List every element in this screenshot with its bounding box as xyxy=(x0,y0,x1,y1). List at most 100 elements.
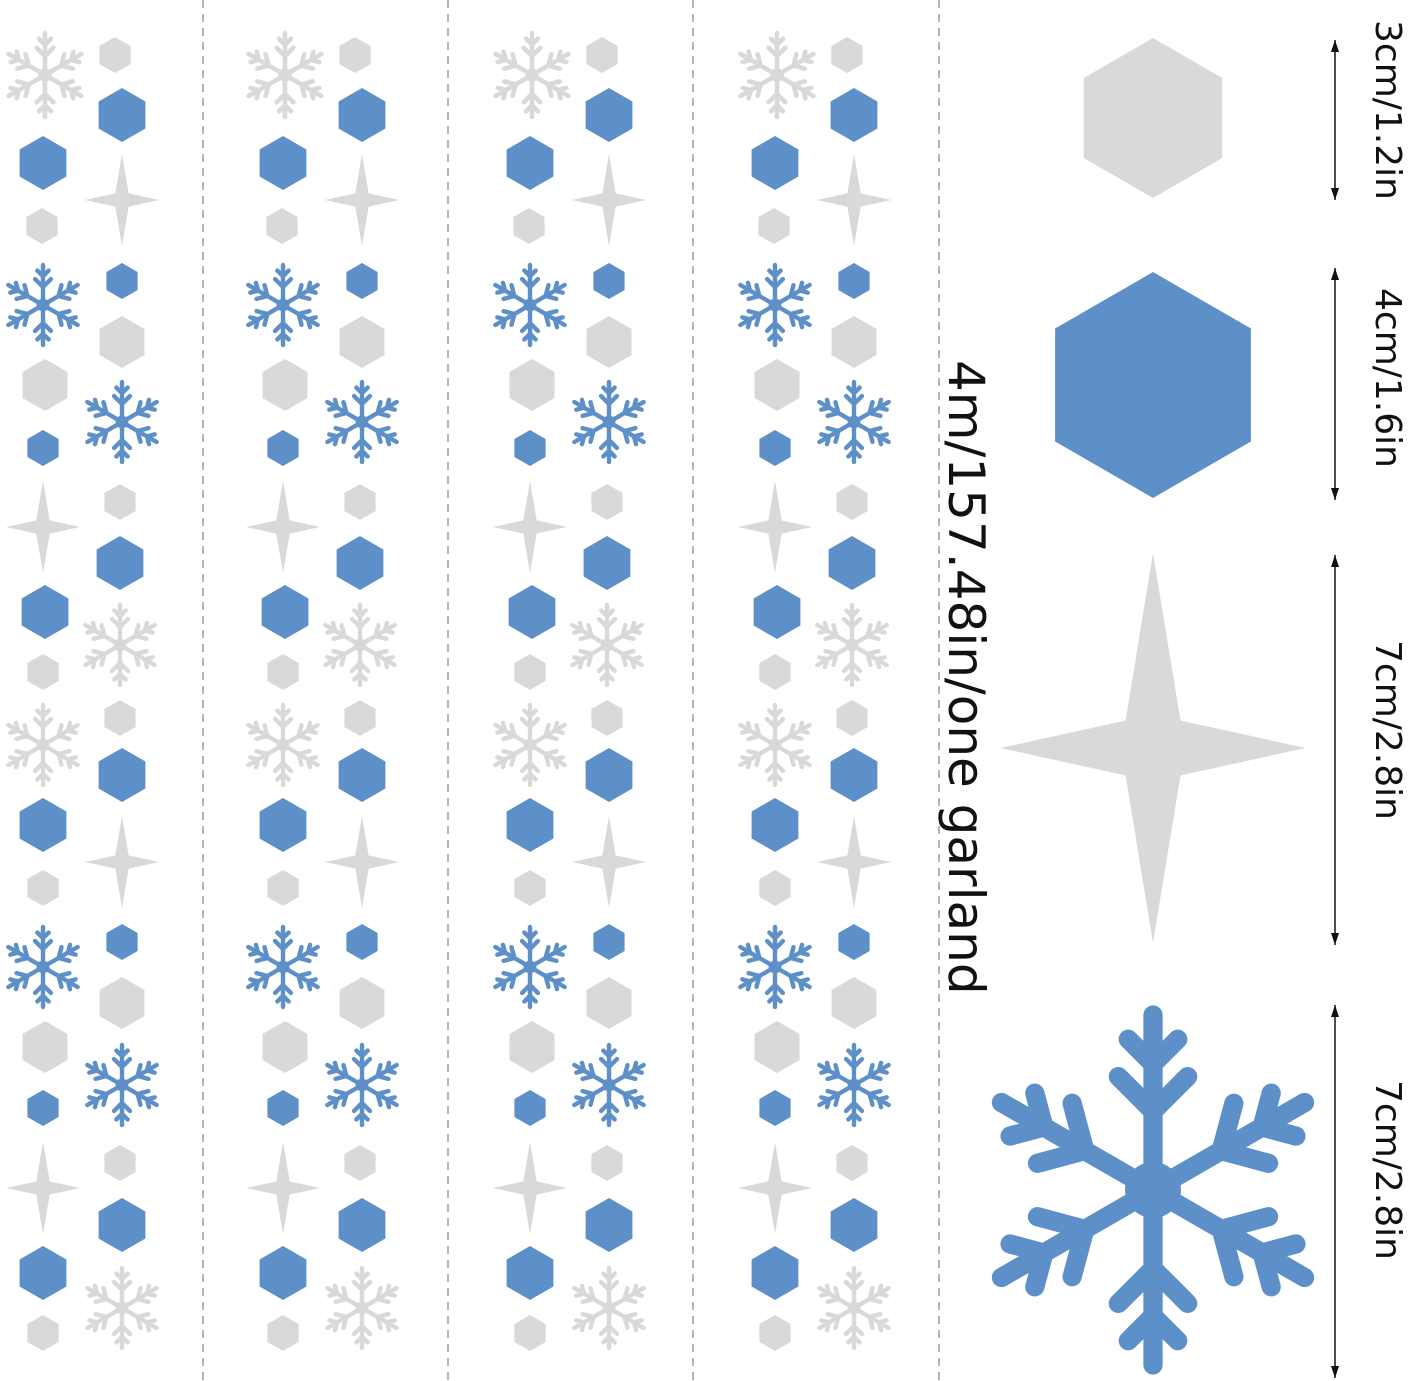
silver-hexagon xyxy=(266,208,298,244)
blue-hexagon xyxy=(98,88,146,142)
blue-hexagon xyxy=(838,924,870,960)
silver-snowflake xyxy=(738,702,812,788)
silver-hexagon xyxy=(836,700,868,736)
blue-hexagon xyxy=(514,430,546,466)
silver-hexagon xyxy=(754,1021,800,1073)
silver-snowflake xyxy=(738,30,816,120)
blue-hexagon xyxy=(261,585,309,639)
snowflake-center xyxy=(355,1301,369,1315)
blue-hexagon xyxy=(259,1246,307,1300)
silver-hexagon xyxy=(267,654,299,690)
silver-hexagon xyxy=(27,654,59,690)
snowflake-center xyxy=(847,1078,861,1092)
silver-hexagon xyxy=(836,484,868,520)
silver-star xyxy=(6,1142,80,1234)
snowflake-center xyxy=(36,960,50,974)
blue-hexagon xyxy=(336,536,384,590)
silver-star xyxy=(738,481,812,573)
snowflake-center xyxy=(276,298,290,312)
blue-hexagon xyxy=(830,1198,878,1252)
silver-hexagon xyxy=(514,870,546,906)
blue-hexagon xyxy=(19,1246,67,1300)
snowflake-center xyxy=(768,960,782,974)
arrow-head-down xyxy=(1331,488,1339,500)
silver-snowflake xyxy=(815,602,889,688)
silver-snowflake xyxy=(323,602,397,688)
silver-hexagon xyxy=(339,37,371,73)
silver-star xyxy=(738,1142,812,1234)
silver-hexagon xyxy=(267,1315,299,1351)
silver-hexagon xyxy=(591,1145,623,1181)
silver-star xyxy=(817,154,891,246)
blue-hexagon xyxy=(585,748,633,802)
snowflake-center xyxy=(355,415,369,429)
silver-hexagon xyxy=(831,977,877,1029)
snowflake-center xyxy=(115,415,129,429)
arrow-head-down xyxy=(1331,188,1339,200)
silver-hexagon xyxy=(99,37,131,73)
blue-hexagon xyxy=(259,798,307,852)
blue-hexagon xyxy=(267,1090,299,1126)
blue-hexagon xyxy=(838,263,870,299)
silver-snowflake xyxy=(572,1265,646,1351)
size-label-small-hexagon: 3cm/1.2in xyxy=(1367,20,1408,200)
silver-hexagon xyxy=(831,316,877,368)
blue-hexagon xyxy=(27,1090,59,1126)
blue-hexagon xyxy=(751,1246,799,1300)
arrow-head-up xyxy=(1331,40,1339,52)
blue-snowflake xyxy=(6,924,80,1010)
silver-hexagon xyxy=(344,484,376,520)
silver-hexagon xyxy=(591,700,623,736)
snowflake-center xyxy=(845,638,859,652)
blue-snowflake xyxy=(246,262,320,348)
blue-hexagon xyxy=(508,585,556,639)
blue-hexagon xyxy=(338,1198,386,1252)
blue-hexagon xyxy=(346,263,378,299)
silver-hexagon xyxy=(104,484,136,520)
blue-hexagon xyxy=(19,798,67,852)
silver-hexagon xyxy=(27,1315,59,1351)
blue-hexagon xyxy=(506,1246,554,1300)
blue-snowflake xyxy=(246,924,320,1010)
blue-snowflake xyxy=(493,924,567,1010)
silver-hexagon xyxy=(514,1315,546,1351)
silver-hexagon xyxy=(759,1315,791,1351)
blue-hexagon xyxy=(593,924,625,960)
silver-star xyxy=(1000,553,1306,943)
blue-hexagon xyxy=(346,924,378,960)
silver-snowflake xyxy=(85,1265,159,1351)
blue-snowflake xyxy=(85,379,159,465)
snowflake-center xyxy=(768,738,782,752)
silver-snowflake xyxy=(83,602,157,688)
snowflake-center xyxy=(115,1301,129,1315)
silver-hexagon xyxy=(104,700,136,736)
silver-star xyxy=(817,816,891,908)
arrow-head-down xyxy=(1331,933,1339,945)
silver-snowflake xyxy=(493,30,571,120)
blue-hexagon xyxy=(593,263,625,299)
silver-hexagon xyxy=(586,977,632,1029)
snowflake-center xyxy=(38,68,52,82)
silver-hexagon xyxy=(591,484,623,520)
snowflake-center xyxy=(600,638,614,652)
snowflake-center xyxy=(523,738,537,752)
silver-hexagon xyxy=(758,208,790,244)
silver-star xyxy=(6,481,80,573)
silver-hexagon xyxy=(514,654,546,690)
silver-snowflake xyxy=(817,1265,891,1351)
silver-hexagon xyxy=(22,1021,68,1073)
silver-hexagon xyxy=(99,977,145,1029)
snowflake-center xyxy=(276,738,290,752)
blue-hexagon xyxy=(267,430,299,466)
silver-star xyxy=(572,816,646,908)
blue-hexagon xyxy=(19,136,67,190)
blue-hexagon xyxy=(751,798,799,852)
size-label-large-hexagon: 4cm/1.6in xyxy=(1367,288,1408,468)
blue-snowflake xyxy=(85,1042,159,1128)
blue-hexagon xyxy=(259,136,307,190)
silver-hexagon xyxy=(339,977,385,1029)
snowflake-center xyxy=(602,1301,616,1315)
silver-star xyxy=(325,154,399,246)
arrow-head-up xyxy=(1331,555,1339,567)
